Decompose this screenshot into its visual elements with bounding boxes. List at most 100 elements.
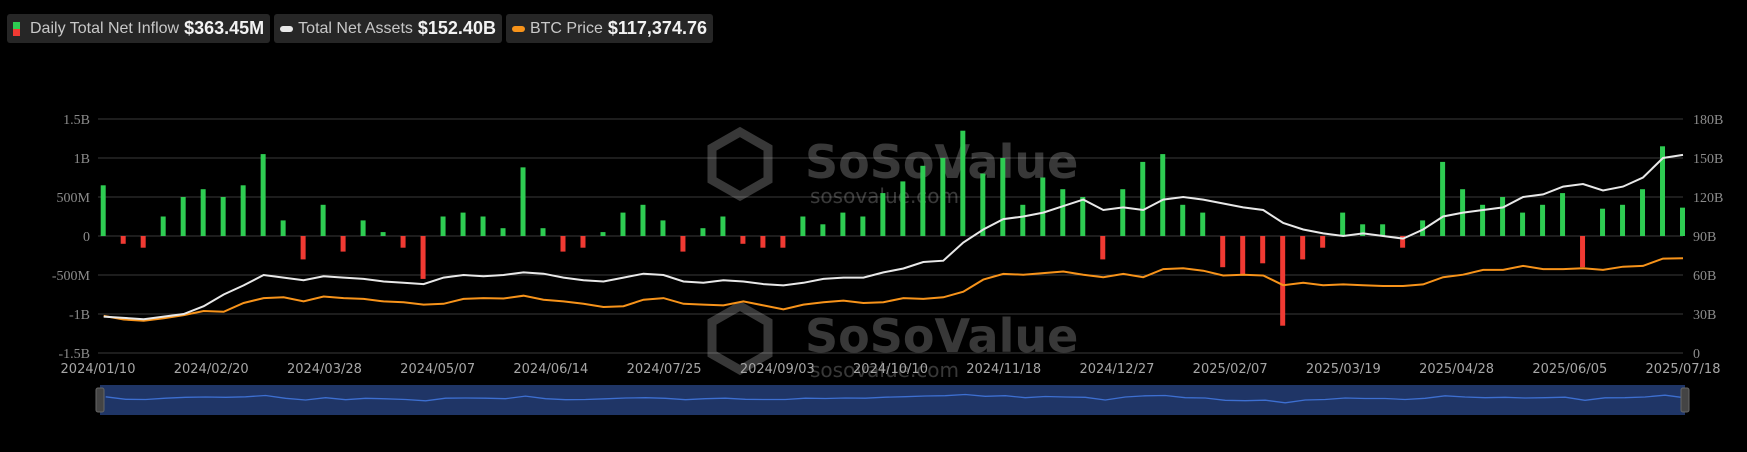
inflow-bar bbox=[260, 154, 266, 236]
x-axis-tick: 2024/07/25 bbox=[627, 362, 702, 377]
legend-item-btc-price[interactable]: BTC Price $117,374.76 bbox=[505, 14, 713, 43]
inflow-bar bbox=[1520, 212, 1526, 236]
data-zoom-slider[interactable] bbox=[95, 385, 1690, 415]
legend-value: $363.45M bbox=[184, 18, 265, 38]
legend-item-net-assets[interactable]: Total Net Assets $152.40B bbox=[274, 14, 502, 43]
inflow-bar bbox=[1220, 236, 1226, 268]
inflow-bar bbox=[1580, 236, 1586, 268]
zoom-preview-line bbox=[105, 393, 1686, 404]
inflow-bar bbox=[840, 212, 846, 236]
watermark-logo-icon bbox=[707, 126, 773, 202]
inflow-bar bbox=[320, 204, 326, 236]
inflow-bar bbox=[920, 165, 926, 236]
inflow-bar bbox=[1400, 236, 1406, 248]
inflow-bar bbox=[1660, 146, 1666, 236]
inflow-bar bbox=[960, 130, 966, 236]
right-axis-tick: 90B bbox=[1693, 230, 1716, 245]
inflow-bar bbox=[1320, 236, 1326, 248]
inflow-bar bbox=[1300, 236, 1306, 260]
inflow-bar bbox=[1640, 189, 1646, 236]
inflow-bar bbox=[820, 224, 826, 236]
inflow-bar bbox=[580, 236, 586, 248]
inflow-bar bbox=[360, 220, 366, 236]
left-axis-tick: 0 bbox=[83, 230, 90, 245]
inflow-bar bbox=[520, 167, 526, 236]
line-swatch-icon bbox=[280, 25, 294, 32]
inflow-bar bbox=[1000, 158, 1006, 236]
inflow-bar bbox=[1380, 224, 1386, 236]
x-axis-tick: 2024/02/20 bbox=[174, 362, 249, 377]
inflow-bar bbox=[740, 236, 746, 244]
zoom-handle-right[interactable] bbox=[1680, 387, 1690, 413]
inflow-bar bbox=[1280, 236, 1286, 326]
x-axis-tick: 2025/07/18 bbox=[1646, 362, 1721, 377]
x-axis-tick: 2024/12/27 bbox=[1079, 362, 1154, 377]
inflow-bar bbox=[140, 236, 146, 248]
x-axis-tick: 2025/04/28 bbox=[1419, 362, 1494, 377]
inflow-bar bbox=[180, 197, 186, 236]
inflow-bar bbox=[620, 212, 626, 236]
inflow-bar bbox=[600, 232, 606, 236]
inflow-bar bbox=[720, 216, 726, 236]
inflow-bar bbox=[780, 236, 786, 248]
inflow-bar bbox=[680, 236, 686, 252]
right-axis-tick: 120B bbox=[1693, 191, 1723, 206]
left-axis-tick: 1.5B bbox=[63, 113, 90, 128]
inflow-bar bbox=[1420, 220, 1426, 236]
left-axis-tick: -1B bbox=[69, 308, 90, 323]
inflow-bar bbox=[1480, 204, 1486, 236]
watermark-brand: SoSoValue bbox=[805, 309, 1078, 363]
inflow-bar bbox=[980, 173, 986, 236]
inflow-bar bbox=[160, 216, 166, 236]
inflow-bar bbox=[280, 220, 286, 236]
inflow-bar bbox=[1140, 161, 1146, 236]
right-axis-tick: 30B bbox=[1693, 308, 1716, 323]
x-axis-tick: 2025/06/05 bbox=[1532, 362, 1607, 377]
inflow-bar bbox=[300, 236, 306, 260]
inflow-bar bbox=[1160, 154, 1166, 236]
legend-value: $152.40B bbox=[417, 18, 496, 38]
inflow-bar bbox=[120, 236, 126, 244]
inflow-bar bbox=[1540, 204, 1546, 236]
inflow-bar bbox=[1500, 197, 1506, 236]
inflow-bar bbox=[1200, 212, 1206, 236]
legend-item-net-inflow[interactable]: Daily Total Net Inflow $363.45M bbox=[7, 14, 271, 43]
inflow-bar bbox=[760, 236, 766, 248]
watermark-logo-icon bbox=[707, 300, 773, 376]
right-axis-tick: 150B bbox=[1693, 152, 1723, 167]
inflow-bar bbox=[460, 212, 466, 236]
x-axis-tick: 2024/10/10 bbox=[853, 362, 928, 377]
inflow-bar bbox=[1120, 189, 1126, 236]
x-axis-tick: 2024/11/18 bbox=[966, 362, 1041, 377]
inflow-bar bbox=[1560, 193, 1566, 236]
x-axis-tick: 2025/02/07 bbox=[1193, 362, 1268, 377]
inflow-bar bbox=[1620, 204, 1626, 236]
inflow-bar bbox=[660, 220, 666, 236]
inflow-bar bbox=[940, 158, 946, 236]
inflow-bar bbox=[240, 185, 246, 236]
x-axis-tick: 2024/06/14 bbox=[513, 362, 588, 377]
inflow-bar bbox=[1100, 236, 1106, 260]
zoom-handle-left[interactable] bbox=[95, 387, 105, 413]
zoom-track[interactable] bbox=[100, 385, 1685, 415]
inflow-bar bbox=[900, 181, 906, 236]
inflow-bar bbox=[700, 228, 706, 236]
legend: Daily Total Net Inflow $363.45M Total Ne… bbox=[7, 14, 713, 43]
inflow-bar bbox=[1260, 236, 1266, 264]
inflow-bar bbox=[220, 197, 226, 236]
inflow-bar bbox=[380, 232, 386, 236]
x-axis-tick: 2024/03/28 bbox=[287, 362, 362, 377]
net-assets-line bbox=[103, 153, 1684, 321]
watermark-site: sosovalue.com bbox=[810, 358, 959, 382]
x-axis-tick: 2025/03/19 bbox=[1306, 362, 1381, 377]
inflow-bar bbox=[200, 189, 206, 236]
inflow-bar bbox=[1600, 208, 1606, 236]
inflow-bar bbox=[1240, 236, 1246, 275]
legend-value: $117,374.76 bbox=[607, 18, 707, 38]
left-axis-tick: -500M bbox=[52, 269, 91, 284]
inflow-bar bbox=[340, 236, 346, 252]
inflow-bar bbox=[640, 204, 646, 236]
inflow-bar bbox=[540, 228, 546, 236]
inflow-bar bbox=[100, 185, 106, 236]
